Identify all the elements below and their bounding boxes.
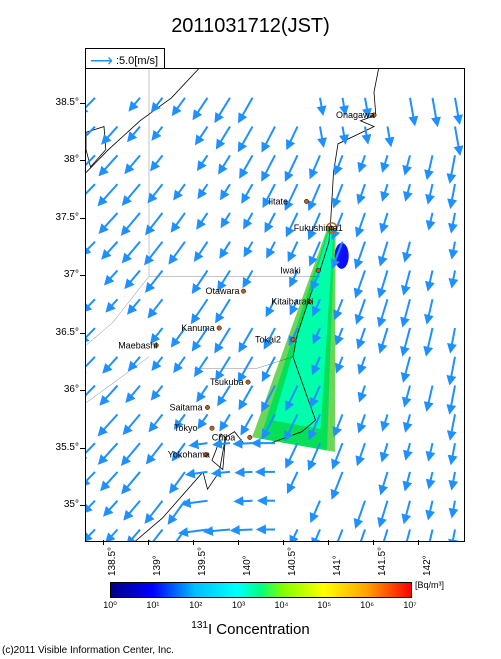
copyright-text: (c)2011 Visible Information Center, Inc. [2, 645, 174, 656]
colorbar-tick: 10⁶ [360, 600, 374, 610]
colorbar-tick: 10⁵ [317, 600, 331, 610]
svg-text:Iwaki: Iwaki [280, 265, 301, 275]
x-tick-label: 140.5° [287, 546, 298, 576]
svg-text:Iitate: Iitate [269, 196, 289, 206]
svg-text:Tokai2: Tokai2 [255, 335, 281, 345]
colorbar-unit: [Bq/m³] [415, 580, 444, 590]
x-tick-label: 140° [242, 546, 253, 576]
chart-title: 2011031712(JST) [0, 15, 501, 38]
isotope-label: I Concentration [208, 621, 310, 638]
x-tick-label: 142° [422, 546, 433, 576]
x-tick-label: 138.5° [107, 546, 118, 576]
map-plot: Onagawa Iitate Fukushima1 Iwaki Otawara Kitai… [85, 68, 465, 542]
svg-text:Fukushima1: Fukushima1 [294, 223, 343, 233]
colorbar-tick: 10⁰ [103, 600, 117, 611]
colorbar-gradient [110, 582, 412, 598]
y-tick-label: 38.5° [49, 97, 79, 108]
y-tick-label: 37.5° [49, 212, 79, 223]
svg-text:Tokyo: Tokyo [174, 423, 198, 433]
svg-text:Otawara: Otawara [206, 286, 240, 296]
x-tick-label: 141° [332, 546, 343, 576]
svg-text:Saitama: Saitama [170, 402, 203, 412]
svg-text:Kanuma: Kanuma [181, 323, 215, 333]
y-tick-label: 37° [49, 269, 79, 280]
x-tick-label: 139° [152, 546, 163, 576]
svg-text:Onagawa: Onagawa [336, 110, 375, 120]
isotope-mass: 131 [191, 620, 208, 631]
colorbar-tick: 10² [189, 600, 202, 610]
y-tick-label: 36.5° [49, 327, 79, 338]
colorbar-title: 131I Concentration [0, 620, 501, 638]
svg-text:Maebashi: Maebashi [118, 340, 157, 350]
colorbar-tick: 10⁴ [274, 600, 288, 610]
colorbar-tick: 10³ [232, 600, 245, 610]
x-tick-label: 139.5° [197, 546, 208, 576]
y-tick-label: 38° [49, 154, 79, 165]
y-tick-label: 35.5° [49, 442, 79, 453]
y-tick-label: 35° [49, 499, 79, 510]
svg-text:Tsukuba: Tsukuba [210, 377, 244, 387]
map-svg: Onagawa Iitate Fukushima1 Iwaki Otawara Kitai… [86, 69, 464, 541]
y-tick-label: 36° [49, 384, 79, 395]
svg-text:Kitaibaraki: Kitaibaraki [271, 297, 313, 307]
wind-legend-label: :5.0[m/s] [116, 55, 158, 67]
colorbar: 10⁰10¹10²10³10⁴10⁵10⁶10⁷ [110, 582, 440, 598]
svg-text:Chiba: Chiba [212, 432, 236, 442]
x-tick-label: 141.5° [377, 546, 388, 576]
colorbar-tick: 10⁷ [403, 600, 416, 610]
colorbar-tick: 10¹ [146, 600, 159, 610]
svg-text:Yokohama: Yokohama [168, 450, 210, 460]
